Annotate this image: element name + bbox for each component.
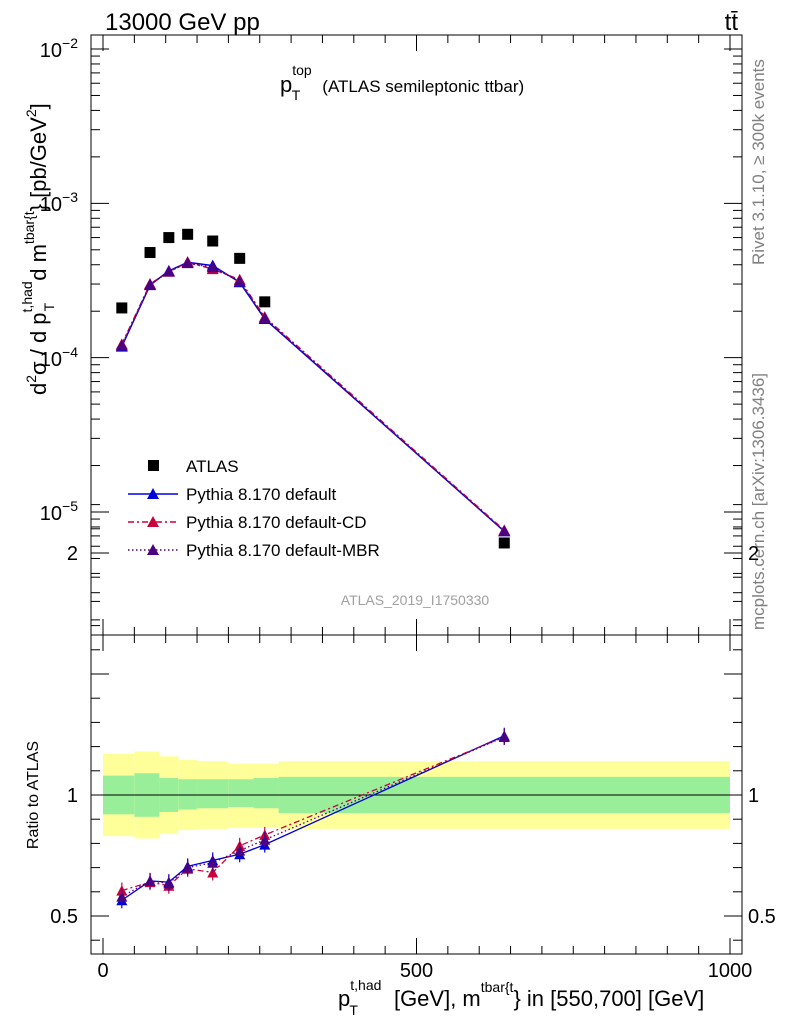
main-series-group: [115, 228, 511, 549]
ratio-series-point-2: [116, 891, 128, 902]
atlas-data-point: [182, 228, 194, 240]
ratio-ytick-label-right: 0.5: [748, 906, 776, 928]
legend-label-atlas: ATLAS: [186, 457, 239, 476]
ratio-series-line-2: [121, 736, 505, 898]
xtick-label: 0: [97, 960, 108, 982]
atlas-data-point: [259, 296, 271, 308]
main-series-point-3: [498, 525, 511, 537]
ratio-ticks: [91, 504, 742, 954]
uncertainty-band-green: [253, 778, 279, 809]
legend-marker-default: [147, 488, 159, 499]
ratio-series-point-2: [182, 862, 194, 873]
legend-label-default-cd: Pythia 8.170 default-CD: [186, 513, 367, 532]
uncertainty-band-green: [228, 779, 254, 808]
main-series-point-3: [206, 261, 219, 273]
ratio-ytick-label-left: 0.5: [50, 906, 78, 928]
header-process-label: tt̄: [725, 9, 739, 36]
ratio-ytick-label-right: 1: [748, 785, 759, 807]
ratio-panel: 0.5 0.5 1 1 2 2 0 500 1000 Ratio to ATLAS pt,had…: [25, 504, 776, 1018]
uncertainty-band-green: [197, 779, 229, 809]
ratio-series-point-2: [498, 731, 510, 742]
main-ytick-labels: 10−2 10−3 10−4 10−5: [40, 35, 78, 525]
main-series-point-3: [233, 275, 246, 287]
ytick-label-1e-3: 10−3: [40, 189, 78, 216]
xtick-label: 500: [400, 960, 433, 982]
legend-marker-atlas: [148, 460, 159, 471]
main-series-point-3: [115, 339, 128, 351]
rivet-version-label: Rivet 3.1.10, ≥ 300k events: [749, 59, 768, 265]
ratio-tick-labels: 0.5 0.5 1 1 2 2 0 500 1000: [50, 543, 776, 982]
xtick-label: 1000: [708, 960, 753, 982]
atlas-data-point: [116, 302, 128, 314]
ratio-ytick-label-left: 1: [67, 785, 78, 807]
ratio-series-point-2: [144, 875, 156, 886]
ratio-series-point-2: [163, 877, 175, 889]
analysis-watermark: ATLAS_2019_I1750330: [341, 592, 490, 608]
ratio-series-point-2: [207, 857, 219, 868]
main-series-point-3: [144, 278, 157, 290]
legend-label-default-mbr: Pythia 8.170 default-MBR: [186, 541, 380, 560]
ratio-y-axis-label: Ratio to ATLAS: [25, 741, 42, 849]
ratio-series-point-2: [234, 845, 246, 856]
ratio-series-group: [116, 727, 510, 909]
ratio-ytick-label-right: 2: [748, 543, 759, 565]
ytick-label-1e-2: 10−2: [40, 35, 78, 62]
main-series-point-3: [162, 265, 175, 277]
legend-marker-default-cd: [147, 516, 159, 527]
legend-marker-default-mbr: [147, 544, 159, 555]
ytick-label-1e-4: 10−4: [40, 344, 78, 371]
main-series-point-3: [181, 257, 194, 269]
atlas-data-point: [144, 247, 156, 259]
atlas-data-point: [207, 235, 219, 247]
main-panel: 10−2 10−3 10−4 10−5 ptop T (ATLAS semilept…: [19, 34, 743, 636]
legend-label-default: Pythia 8.170 default: [186, 485, 337, 504]
main-y-axis-label: d2σ / d pt,had Td mtbar{t} [pb/GeV2]: [19, 103, 57, 395]
main-series-point-3: [258, 312, 271, 324]
atlas-data-point: [498, 537, 510, 549]
main-ticks: [91, 35, 742, 635]
main-series-line-2: [121, 261, 505, 531]
ytick-label-1e-5: 10−5: [40, 498, 78, 525]
mcplots-label: mcplots.cern.ch [arXiv:1306.3436]: [749, 373, 768, 630]
ratio-ytick-label-left: 2: [67, 543, 78, 565]
legend: ATLAS Pythia 8.170 default Pythia 8.170 …: [128, 457, 380, 560]
ratio-series-line-0: [121, 735, 505, 901]
x-axis-label: pt,had T [GeV], mtbar{t} in [550,700] [GeV…: [338, 977, 704, 1018]
ratio-series-point-2: [259, 834, 271, 845]
atlas-data-point: [234, 252, 246, 264]
header-energy-label: 13000 GeV pp: [105, 9, 260, 36]
uncertainty-band-green: [178, 779, 198, 810]
plot-title: ptop T (ATLAS semileptonic ttbar): [280, 62, 524, 103]
ratio-series-point-1: [207, 866, 219, 878]
atlas-data-point: [163, 232, 175, 244]
